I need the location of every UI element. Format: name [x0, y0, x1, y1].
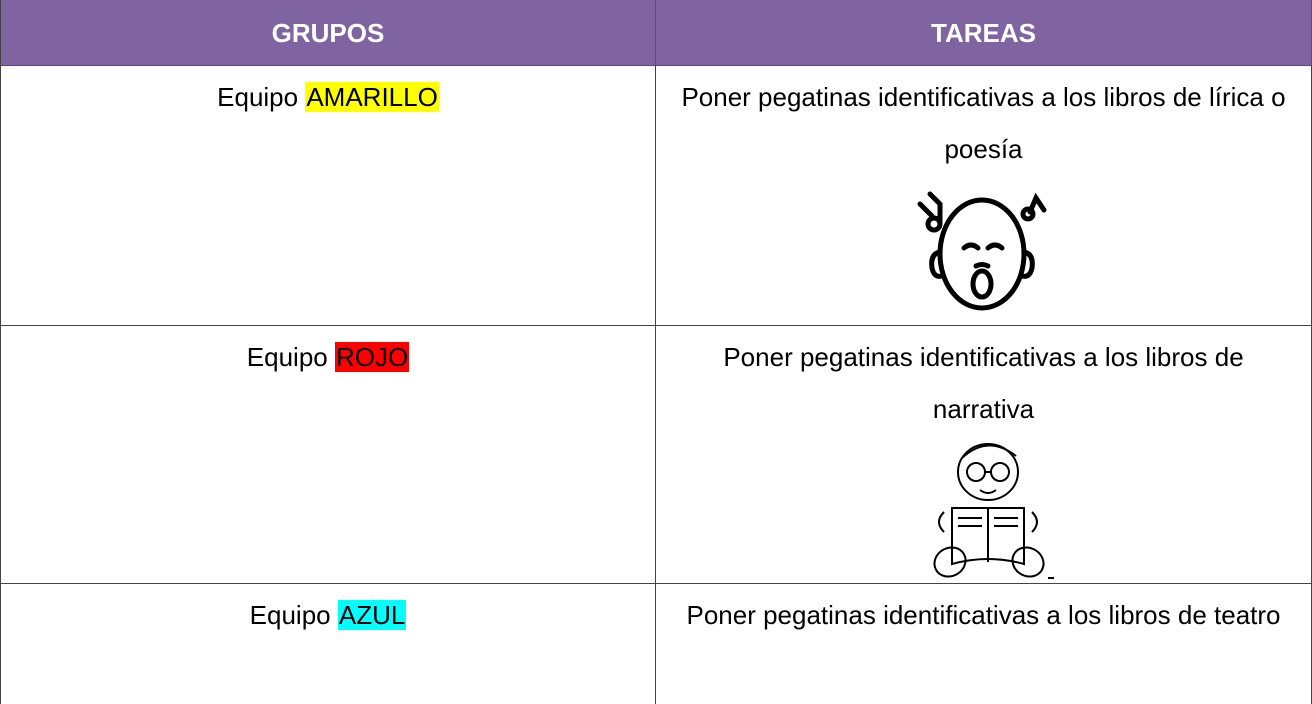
group-name: AMARILLO	[305, 82, 439, 112]
group-cell: Equipo AMARILLO	[0, 66, 656, 326]
task-text: Poner pegatinas identificativas a los li…	[681, 82, 1286, 164]
task-cell: Poner pegatinas identificativas a los li…	[656, 66, 1312, 326]
task-cell: Poner pegatinas identificativas a los li…	[656, 584, 1312, 704]
group-cell: Equipo ROJO	[0, 326, 656, 584]
task-text: Poner pegatinas identificativas a los li…	[686, 600, 1281, 630]
reading-icon	[933, 443, 1054, 579]
group-name: ROJO	[334, 342, 410, 372]
header-cell: TAREAS	[656, 0, 1312, 66]
group-prefix: Equipo	[246, 342, 328, 372]
singing-icon	[917, 191, 1047, 311]
header-cell: GRUPOS	[0, 0, 656, 66]
group-name: AZUL	[337, 600, 407, 630]
group-prefix: Equipo	[249, 600, 331, 630]
group-cell: Equipo AZUL	[0, 584, 656, 704]
task-text: Poner pegatinas identificativas a los li…	[723, 342, 1244, 424]
group-prefix: Equipo	[217, 82, 299, 112]
task-cell: Poner pegatinas identificativas a los li…	[656, 326, 1312, 584]
